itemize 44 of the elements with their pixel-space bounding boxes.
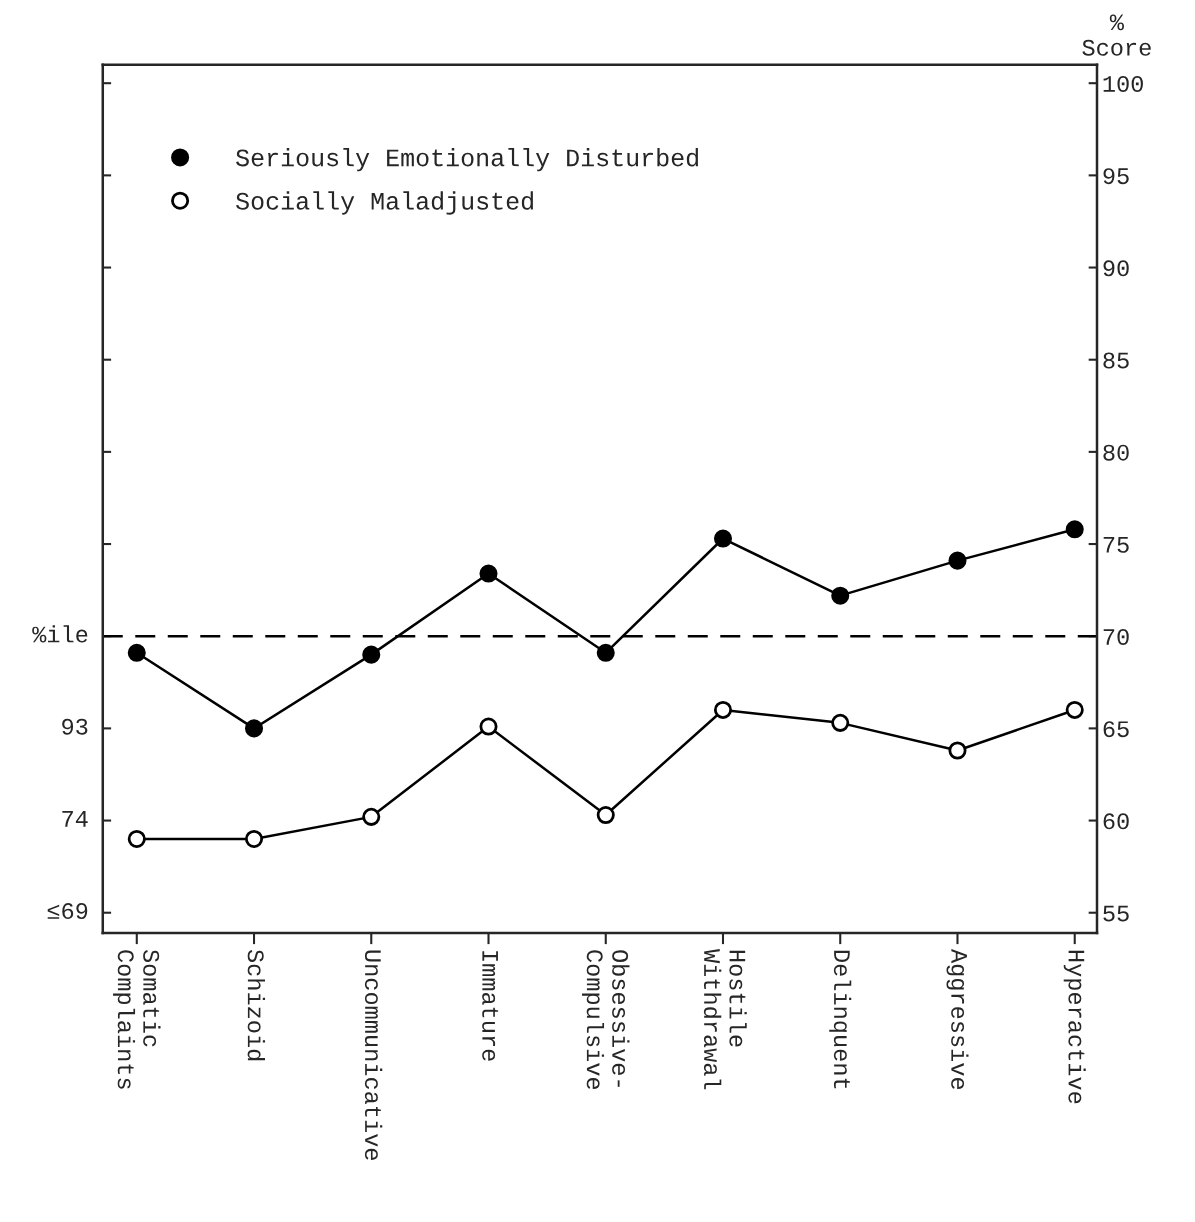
x-tick-label: Obsessive- Compulsive (582, 950, 630, 1090)
point (479, 717, 498, 736)
x-tick-label: Immature (482, 951, 499, 1061)
y-tick-label: 70 (1103, 628, 1129, 645)
y-tick-label: 65 (1103, 721, 1129, 738)
x-tick-label: Schizoid (247, 949, 266, 1061)
x-tick-label: Hostile Withdrawal (703, 948, 747, 1090)
text: 93 (62, 718, 88, 735)
text: ≤69 (47, 903, 88, 920)
point (362, 645, 381, 664)
point (1065, 520, 1084, 539)
x-tick-label: Somatic Complaints (113, 949, 161, 1089)
y-tick-label: 55 (1103, 905, 1129, 922)
point (596, 643, 615, 662)
y-axis-title: % Score (1082, 14, 1151, 56)
x-tick-label: Uncommunicative (364, 950, 383, 1160)
point (948, 741, 967, 760)
point (362, 807, 381, 826)
x-tick-label: Delinquent (829, 950, 852, 1089)
text: %ile (32, 625, 88, 643)
point (713, 529, 733, 548)
x-tick-label: Hyperactive (1063, 950, 1086, 1104)
y-tick-label: 95 (1103, 168, 1129, 185)
y-tick-label: 80 (1103, 444, 1129, 461)
y-tick-label: 90 (1103, 260, 1129, 277)
point (479, 564, 498, 583)
x-tick-label: Aggressive (946, 948, 969, 1090)
y-tick-label: 100 (1103, 75, 1143, 92)
point (244, 719, 264, 738)
y-tick-label: 85 (1103, 352, 1129, 369)
legend-label: Seriously Emotionally Disturbed (236, 148, 698, 172)
point (948, 551, 967, 570)
point (1065, 700, 1084, 719)
text: 74 (62, 811, 88, 827)
y-tick-label: 60 (1103, 813, 1129, 830)
y-tick-label: 75 (1103, 537, 1129, 553)
point (127, 829, 146, 849)
legend-label: Socially Maladjusted (236, 191, 533, 215)
point (244, 829, 264, 849)
point (831, 586, 850, 605)
point (596, 805, 615, 825)
point (127, 643, 146, 662)
point (713, 700, 733, 719)
point (831, 713, 850, 732)
